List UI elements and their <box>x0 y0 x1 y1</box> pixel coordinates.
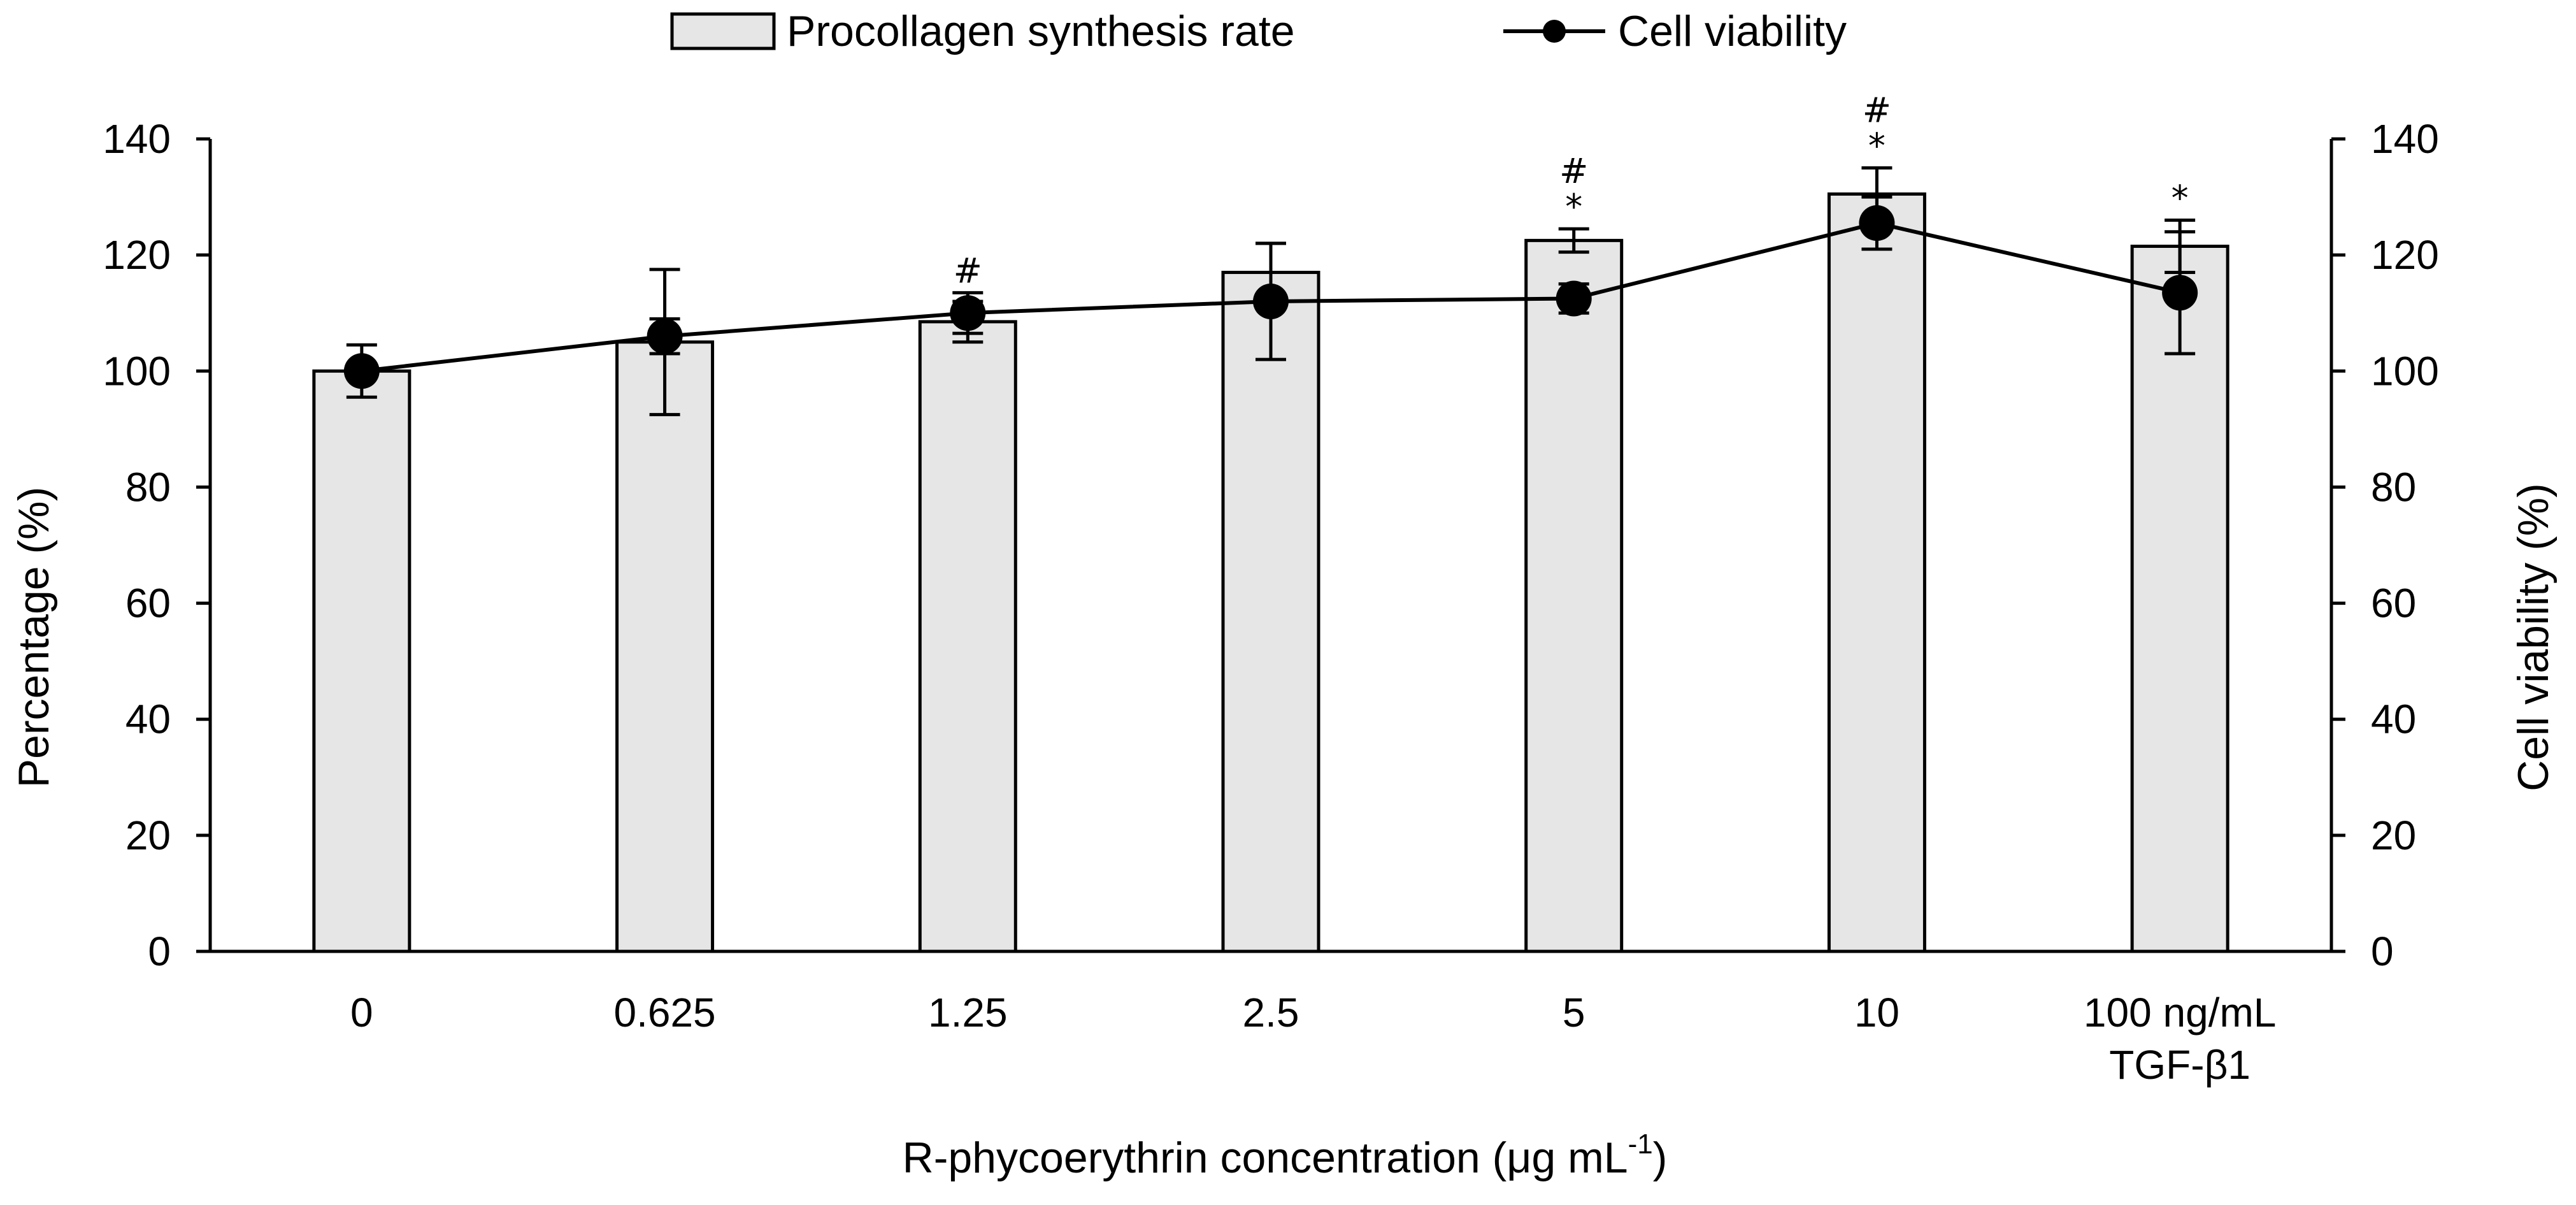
y2-tick-label: 20 <box>2371 812 2416 858</box>
x-tick-label: TGF-β1 <box>2109 1042 2250 1088</box>
significance-mark: # <box>1559 151 1588 191</box>
legend-line-label: Cell viability <box>1618 7 1847 55</box>
bar <box>312 369 411 953</box>
x-tick-label: 0 <box>350 990 373 1035</box>
y2-axis-title: Cell viability (%) <box>2509 483 2558 791</box>
data-point <box>647 318 683 354</box>
y-tick-label: 80 <box>125 464 171 510</box>
significance-mark: * <box>1868 126 1885 166</box>
significance-mark: * <box>2172 178 2189 219</box>
x-tick-label: 5 <box>1563 990 1585 1035</box>
data-point <box>950 295 986 331</box>
x-axis-title-superscript: -1 <box>1628 1129 1653 1160</box>
y-tick-label: 140 <box>103 116 171 162</box>
x-axis-title: R-phycoerythrin concentration (μg mL-1) <box>903 1129 1668 1182</box>
bar <box>1524 238 1624 953</box>
bar-series <box>312 166 2229 953</box>
significance-mark: # <box>954 250 982 291</box>
y-tick-label: 40 <box>125 696 171 742</box>
y-tick-label: 20 <box>125 812 171 858</box>
y-tick-label: 120 <box>103 232 171 278</box>
x-tick-labels: 0 0.625 1.25 2.5 5 10 100 ng/mL TGF-β1 <box>350 990 2276 1088</box>
data-point <box>2162 275 2198 311</box>
significance-mark: # <box>1863 90 1891 131</box>
legend-line-marker <box>1543 20 1566 43</box>
legend-bar-swatch <box>670 12 776 50</box>
x-axis-title-suffix: ) <box>1653 1134 1668 1182</box>
data-point <box>1859 205 1895 242</box>
y2-tick-label: 120 <box>2371 232 2439 278</box>
bar <box>1827 192 1926 953</box>
y2-tick-label: 40 <box>2371 696 2416 742</box>
y-axis-title: Percentage (%) <box>10 487 58 788</box>
x-axis-title-main: R-phycoerythrin concentration (μg mL <box>903 1134 1628 1182</box>
y2-tick-label: 0 <box>2371 928 2394 974</box>
x-tick-label: 0.625 <box>613 990 715 1035</box>
bar <box>2130 244 2229 953</box>
significance-mark: * <box>1565 187 1582 227</box>
data-point <box>343 353 380 389</box>
legend: Procollagen synthesis rate Cell viabilit… <box>670 7 1847 55</box>
data-point <box>1253 284 1289 319</box>
y-tick-label: 0 <box>148 928 171 974</box>
x-tick-label: 10 <box>1854 990 1900 1035</box>
y-tick-label: 60 <box>125 581 171 626</box>
bar <box>1221 270 1320 953</box>
x-tick-label: 100 ng/mL <box>2084 990 2276 1035</box>
x-tick-label: 1.25 <box>928 990 1008 1035</box>
bar <box>918 320 1017 953</box>
legend-bar-label: Procollagen synthesis rate <box>787 7 1295 55</box>
y2-tick-label: 140 <box>2371 116 2439 162</box>
data-point <box>1556 280 1592 317</box>
y-tick-label: 100 <box>103 348 171 394</box>
y2-tick-label: 60 <box>2371 581 2416 626</box>
axes: 0 0 20 20 40 40 60 60 80 80 100 100 120 120 140 140 <box>103 116 2439 974</box>
annotations: ##*#** <box>954 90 2189 291</box>
y2-tick-label: 80 <box>2371 464 2416 510</box>
y2-tick-label: 100 <box>2371 348 2439 394</box>
bar <box>615 340 715 953</box>
line-series <box>343 195 2198 399</box>
x-tick-label: 2.5 <box>1243 990 1299 1035</box>
